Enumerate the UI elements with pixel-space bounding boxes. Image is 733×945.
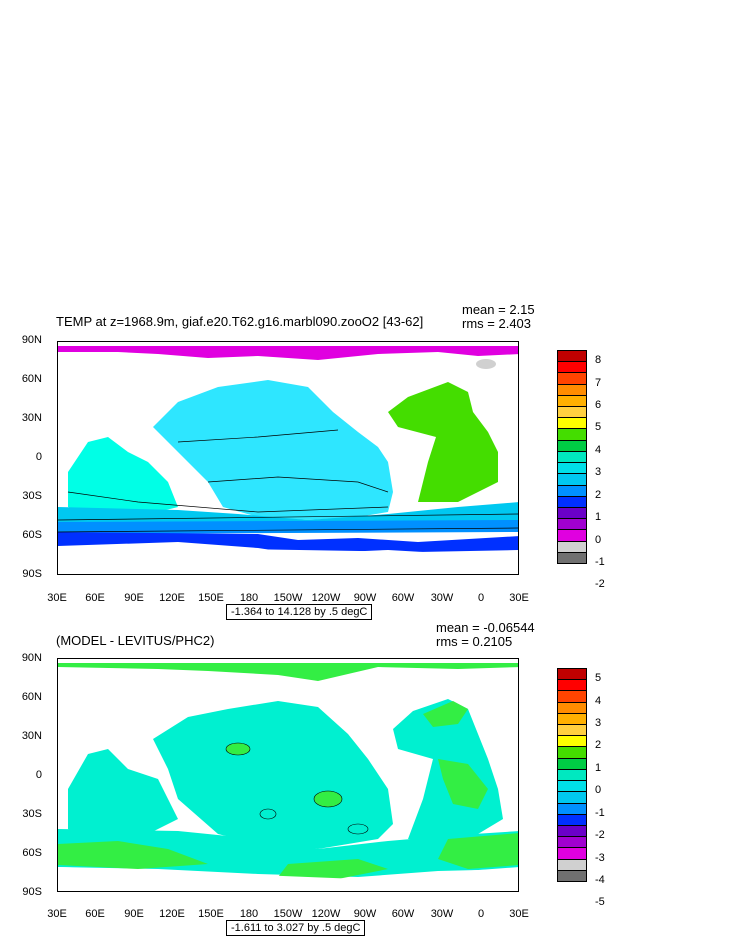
bottom-lat-0: 0 <box>35 769 42 781</box>
bottom-lon-8: 90W <box>353 908 377 920</box>
bottom-lat-30n: 30N <box>21 730 42 742</box>
top-range-label: -1.364 to 14.128 by .5 degC <box>226 604 373 620</box>
bottom-panel-mean: mean = -0.06544 <box>436 620 535 635</box>
bottom-colorbar-label: 4 <box>595 694 602 707</box>
top-lon-11: 0 <box>477 592 485 604</box>
bottom-green-south <box>58 841 208 869</box>
bottom-colorbar-label: 3 <box>595 717 602 730</box>
bottom-lon-10: 30W <box>430 908 454 920</box>
bottom-colorbar-label: -2 <box>595 829 605 842</box>
top-colorbar-label: 1 <box>595 511 602 524</box>
top-colorbar <box>557 350 587 564</box>
bottom-map-svg <box>58 659 518 891</box>
top-pacific <box>153 380 393 520</box>
bottom-arctic-band <box>58 659 518 681</box>
bottom-green-south-atl <box>438 833 518 869</box>
top-panel-title: TEMP at z=1968.9m, giaf.e20.T62.g16.marb… <box>56 314 424 329</box>
bottom-panel-rms: rms = 0.2105 <box>436 634 513 649</box>
top-lon-6: 150W <box>273 592 303 604</box>
bottom-lon-3: 120E <box>159 908 185 920</box>
top-lon-8: 90W <box>353 592 377 604</box>
top-lat-0: 0 <box>35 451 42 463</box>
top-colorbar-label: 0 <box>595 533 602 546</box>
top-lon-7: 120W <box>311 592 341 604</box>
top-lon-3: 120E <box>159 592 185 604</box>
bottom-colorbar-label: -1 <box>595 806 605 819</box>
top-southern-2 <box>58 520 518 534</box>
top-arctic-band <box>58 342 518 360</box>
top-lon-0: 30E <box>47 592 67 604</box>
top-panel-rms: rms = 2.403 <box>462 316 532 331</box>
bottom-lat-90s: 90S <box>22 886 42 898</box>
top-lat-90n: 90N <box>21 334 42 346</box>
top-lon-10: 30W <box>430 592 454 604</box>
top-colorbar-label: 7 <box>595 376 602 389</box>
bottom-lon-9: 60W <box>391 908 415 920</box>
top-lat-30s: 30S <box>22 490 42 502</box>
bottom-colorbar-label: -4 <box>595 874 605 886</box>
top-lat-60s: 60S <box>22 529 42 541</box>
top-map-svg <box>58 342 518 574</box>
bottom-panel-title: (MODEL - LEVITUS/PHC2) <box>56 633 215 648</box>
top-colorbar-label: 4 <box>595 443 602 456</box>
top-lon-2: 90E <box>124 592 144 604</box>
bottom-lon-11: 0 <box>477 908 485 920</box>
top-lat-90s: 90S <box>22 568 42 580</box>
bottom-green-atlantic <box>438 759 488 809</box>
top-colorbar-label: 3 <box>595 466 602 479</box>
top-atlantic <box>388 382 498 502</box>
bottom-colorbar-box <box>557 869 587 882</box>
bottom-lat-30s: 30S <box>22 808 42 820</box>
top-colorbar-label: -2 <box>595 578 605 591</box>
bottom-green-north-atlantic <box>423 701 468 727</box>
top-lon-5: 180 <box>239 592 259 604</box>
bottom-lon-6: 150W <box>273 908 303 920</box>
bottom-lat-60n: 60N <box>21 691 42 703</box>
top-lat-30n: 30N <box>21 412 42 424</box>
bottom-colorbar-label: 5 <box>595 672 602 685</box>
bottom-lon-2: 90E <box>124 908 144 920</box>
top-map <box>57 341 519 575</box>
bottom-lon-7: 120W <box>311 908 341 920</box>
bottom-colorbar-label: -3 <box>595 851 605 864</box>
top-colorbar-label: 6 <box>595 399 602 412</box>
bottom-lon-5: 180 <box>239 908 259 920</box>
top-lon-12: 30E <box>509 592 529 604</box>
bottom-colorbar-label: 2 <box>595 739 602 752</box>
top-colorbar-box <box>557 551 587 564</box>
bottom-pacific <box>153 701 393 849</box>
bottom-colorbar <box>557 668 587 882</box>
bottom-lat-60s: 60S <box>22 847 42 859</box>
bottom-lon-1: 60E <box>85 908 105 920</box>
bottom-range-label: -1.611 to 3.027 by .5 degC <box>226 920 366 936</box>
top-lon-4: 150E <box>198 592 224 604</box>
top-lon-1: 60E <box>85 592 105 604</box>
bottom-lon-4: 150E <box>198 908 224 920</box>
top-colorbar-label: 2 <box>595 488 602 501</box>
top-panel-mean: mean = 2.15 <box>462 302 535 317</box>
top-colorbar-label: 8 <box>595 354 602 367</box>
bottom-map <box>57 658 519 892</box>
bottom-lat-90n: 90N <box>21 652 42 664</box>
bottom-colorbar-label: 1 <box>595 761 602 774</box>
top-colorbar-label: 5 <box>595 421 602 434</box>
bottom-lon-12: 30E <box>509 908 529 920</box>
top-lon-9: 60W <box>391 592 415 604</box>
bottom-lon-0: 30E <box>47 908 67 920</box>
bottom-colorbar-label: 0 <box>595 784 602 797</box>
top-indian <box>68 437 178 517</box>
top-lat-60n: 60N <box>21 373 42 385</box>
top-colorbar-label: -1 <box>595 556 605 568</box>
bottom-indian <box>68 749 178 839</box>
bottom-colorbar-label: -5 <box>595 896 605 909</box>
